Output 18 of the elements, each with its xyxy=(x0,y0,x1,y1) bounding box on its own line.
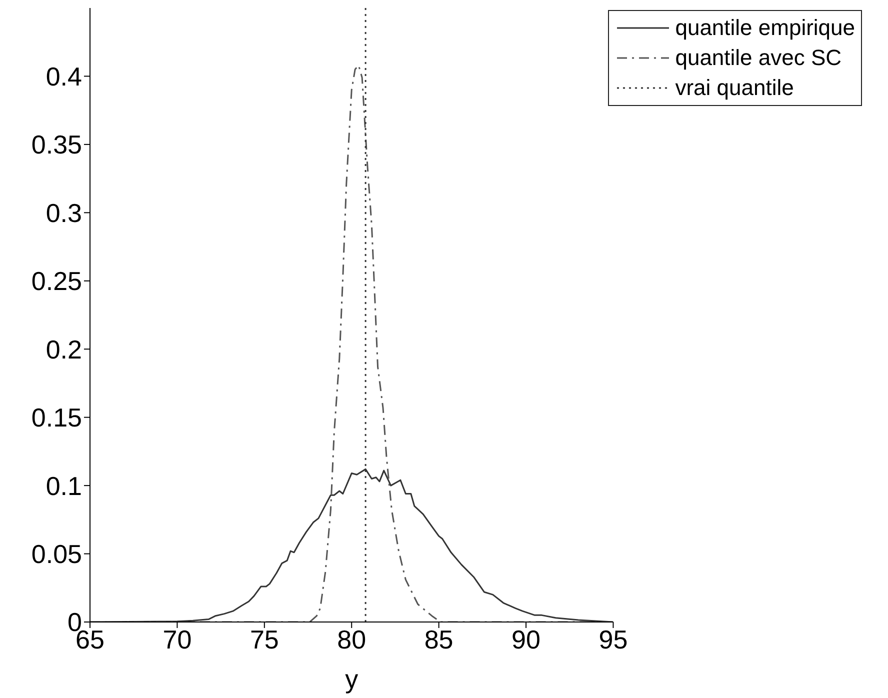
y-tick-label: 0.35 xyxy=(31,130,82,160)
x-tick-label: 95 xyxy=(598,624,628,654)
x-tick-label: 85 xyxy=(424,624,454,654)
x-tick-label: 75 xyxy=(250,624,279,654)
y-tick-label: 0.4 xyxy=(46,61,82,92)
x-axis-title: y xyxy=(345,664,358,694)
x-tick-label: 90 xyxy=(512,624,540,654)
x-tick-label: 80 xyxy=(337,624,366,654)
legend-label: vrai quantile xyxy=(675,74,794,102)
legend-label: quantile avec SC xyxy=(675,44,842,72)
y-tick-label: 0.2 xyxy=(46,334,82,364)
y-tick-label: 0.15 xyxy=(31,402,82,433)
legend-label: quantile empirique xyxy=(675,14,855,42)
x-tick-label: 70 xyxy=(162,624,192,654)
y-tick-label: 0.1 xyxy=(46,470,82,501)
y-tick-label: 0.25 xyxy=(31,266,82,296)
y-tick-label: 0.3 xyxy=(46,198,82,228)
y-tick-label: 0.05 xyxy=(31,539,82,570)
